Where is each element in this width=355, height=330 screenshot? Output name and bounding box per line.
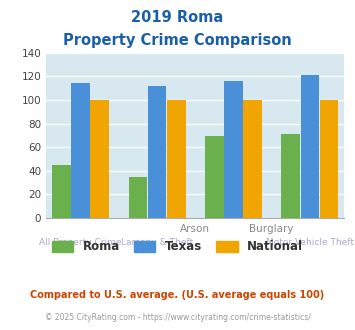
Text: 2019 Roma: 2019 Roma <box>131 10 224 25</box>
Bar <box>320 100 338 218</box>
Text: Property Crime Comparison: Property Crime Comparison <box>63 33 292 48</box>
Bar <box>282 134 300 218</box>
Bar <box>243 100 262 218</box>
Bar <box>71 83 90 218</box>
Bar <box>301 75 319 218</box>
Bar <box>148 86 166 218</box>
Bar <box>90 100 109 218</box>
Bar <box>129 177 147 218</box>
Text: Motor Vehicle Theft: Motor Vehicle Theft <box>266 238 354 247</box>
Bar <box>224 81 243 218</box>
Text: © 2025 CityRating.com - https://www.cityrating.com/crime-statistics/: © 2025 CityRating.com - https://www.city… <box>45 314 310 322</box>
Bar <box>52 165 71 218</box>
Bar <box>167 100 186 218</box>
Bar <box>205 137 224 218</box>
Legend: Roma, Texas, National: Roma, Texas, National <box>47 236 308 258</box>
Text: Compared to U.S. average. (U.S. average equals 100): Compared to U.S. average. (U.S. average … <box>31 290 324 300</box>
Text: All Property Crime: All Property Crime <box>39 238 122 247</box>
Text: Burglary: Burglary <box>250 224 294 234</box>
Text: Larceny & Theft: Larceny & Theft <box>121 238 193 247</box>
Text: Arson: Arson <box>180 224 210 234</box>
